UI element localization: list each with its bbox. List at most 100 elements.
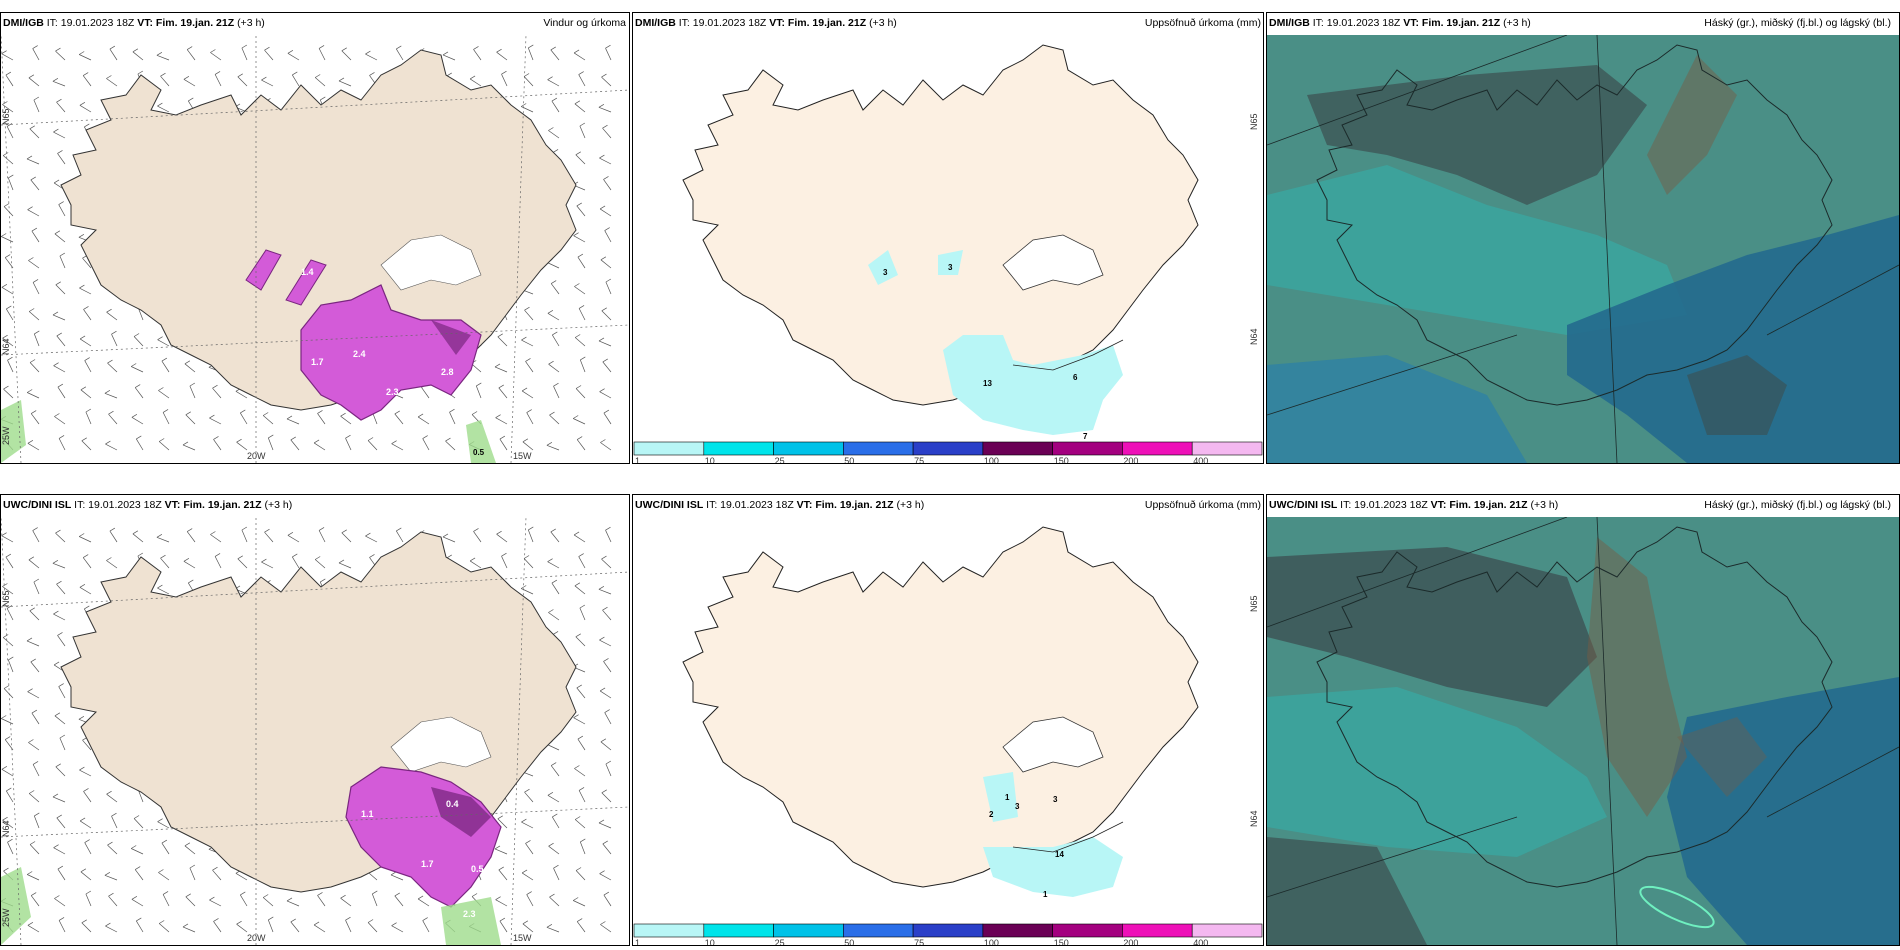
wind-barb-flag: [209, 414, 215, 419]
wind-barb: [317, 895, 326, 907]
wind-barb: [105, 443, 118, 451]
forecast-offset: (+3 h): [237, 17, 265, 29]
wind-barb: [210, 534, 222, 543]
wind-barb-flag: [131, 845, 137, 849]
accum-area: [868, 250, 898, 285]
wind-barb: [58, 438, 66, 451]
precip-green: [1, 867, 31, 945]
wind-barb-flag: [135, 384, 141, 388]
wind-barb: [109, 48, 118, 61]
precip-green: [466, 420, 496, 463]
wind-barb: [261, 561, 274, 569]
wind-barb: [131, 899, 144, 907]
wind-barb-flag: [59, 734, 66, 739]
model-name: DMI/IGB: [1269, 17, 1310, 29]
wind-barb-flag: [104, 871, 111, 876]
wind-barb-flag: [187, 528, 193, 532]
wind-barb-flag: [340, 894, 346, 899]
wind-barb-flag: [495, 896, 501, 901]
wind-barb-flag: [268, 916, 274, 921]
wind-barb-flag: [501, 70, 507, 75]
wind-barb: [601, 558, 612, 569]
wind-barb-flag: [106, 75, 112, 79]
wind-barb-flag: [290, 436, 296, 441]
wind-barb: [2, 637, 14, 647]
wind-barb-flag: [496, 530, 502, 535]
wind-barb-flag: [157, 584, 163, 589]
colorbar-swatch: [703, 441, 774, 456]
wind-barb-flag: [523, 555, 530, 559]
wind-barb: [524, 791, 534, 803]
lon-label: 25W: [1, 426, 11, 445]
wind-barb-flag: [600, 921, 606, 925]
wind-barb: [33, 581, 40, 595]
colorbar-swatch: [633, 441, 705, 456]
wind-barb: [313, 442, 326, 451]
cloud-brown: [1647, 55, 1737, 195]
wind-barb-flag: [551, 579, 558, 584]
panel-header: UWC/DINI ISL IT: 19.01.2023 18Z VT: Fim.…: [1269, 499, 1558, 511]
wind-barb: [494, 366, 508, 373]
wind-barb-flag: [157, 336, 163, 341]
wind-barb: [473, 49, 482, 61]
wind-barb: [341, 50, 352, 61]
wind-barb: [157, 821, 170, 829]
wind-barb-flag: [212, 384, 218, 389]
wind-barb: [576, 439, 586, 451]
wind-barb-flag: [54, 413, 60, 417]
wind-barb: [52, 314, 66, 321]
wind-barb: [576, 687, 586, 699]
precip-core: [431, 320, 471, 355]
wind-barb-flag: [7, 356, 13, 361]
cloud-low: [1267, 687, 1607, 857]
wind-barb: [80, 389, 92, 399]
panel-header: DMI/IGB IT: 19.01.2023 18Z VT: Fim. 19.j…: [3, 17, 265, 29]
bottom-cloud-panel: UWC/DINI ISL IT: 19.01.2023 18Z VT: Fim.…: [1266, 494, 1900, 946]
wind-barb: [59, 255, 66, 269]
wind-barb-flag: [159, 438, 165, 442]
wind-barb: [598, 822, 612, 829]
wind-barb-flag: [213, 436, 219, 440]
wind-barb: [104, 874, 118, 881]
wind-barb-flag: [53, 128, 59, 133]
panel-title: Vindur og úrkoma: [543, 17, 626, 29]
wind-barb: [32, 48, 40, 61]
wind-barb: [551, 582, 560, 595]
wind-barb-flag: [184, 842, 191, 847]
wind-barb: [58, 920, 66, 933]
wind-barb-flag: [26, 155, 33, 160]
wind-barb: [106, 560, 118, 569]
precip-value: 3.0: [441, 427, 454, 437]
wind-barb-flag: [599, 154, 605, 159]
wind-barb: [32, 530, 40, 543]
init-time: IT: 19.01.2023 18Z: [1312, 17, 1401, 29]
colorbar-swatch: [773, 923, 844, 938]
panel-title: Háský (gr.), miðský (fj.bl.) og lágský (…: [1704, 17, 1891, 29]
wind-barb: [1, 769, 14, 777]
wind-barb: [601, 792, 612, 803]
wind-barb: [578, 790, 586, 803]
wind-barb-flag: [29, 790, 35, 794]
wind-barb-flag: [54, 712, 61, 717]
wind-barb-flag: [209, 896, 215, 901]
wind-barb-flag: [106, 308, 112, 313]
wind-barb: [314, 559, 326, 569]
wind-barb: [546, 444, 560, 451]
wind-barb: [317, 413, 326, 425]
wind-precip-map: 1.7 2.4 2.3 2.8 3.0 0.5 1.4 N65 N64 25W …: [1, 35, 629, 463]
wind-barb-flag: [1, 50, 7, 55]
wind-barb: [579, 125, 586, 139]
wind-barb-flag: [521, 103, 527, 107]
wind-barb: [604, 230, 612, 243]
wind-barb: [161, 360, 170, 373]
wind-barb: [81, 922, 92, 933]
wind-barb: [527, 47, 534, 61]
wind-barb: [604, 712, 612, 725]
wind-barb-flag: [79, 766, 85, 771]
wind-barb: [573, 534, 586, 543]
wind-barb-flag: [1, 283, 8, 288]
wind-barb-flag: [573, 49, 580, 54]
wind-barb: [579, 607, 586, 621]
colorbar-tick: 400: [1193, 456, 1208, 463]
wind-barb-flag: [318, 45, 325, 49]
